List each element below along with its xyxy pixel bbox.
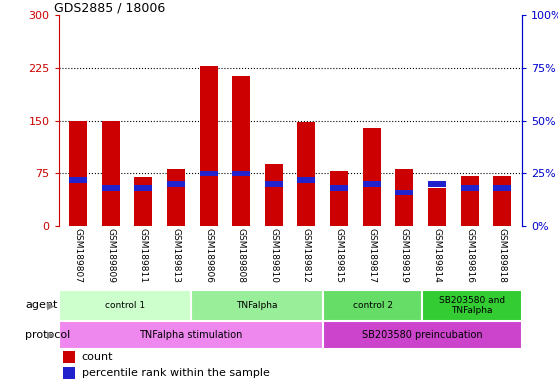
Text: protocol: protocol: [25, 330, 70, 340]
Bar: [363, 128, 381, 226]
Text: GSM189811: GSM189811: [139, 228, 148, 283]
Text: control 1: control 1: [105, 301, 145, 310]
Text: GSM189813: GSM189813: [171, 228, 180, 283]
Bar: [59, 321, 323, 349]
Text: percentile rank within the sample: percentile rank within the sample: [81, 367, 270, 377]
Text: GSM189808: GSM189808: [237, 228, 246, 283]
Bar: [396, 169, 413, 226]
Bar: [265, 181, 283, 187]
Bar: [232, 170, 250, 176]
Bar: [69, 177, 87, 183]
Bar: [59, 290, 191, 321]
Bar: [460, 185, 479, 191]
Bar: [428, 187, 446, 226]
Text: control 2: control 2: [353, 301, 393, 310]
Bar: [396, 190, 413, 195]
Text: ▶: ▶: [46, 330, 54, 340]
Text: GSM189807: GSM189807: [74, 228, 83, 283]
Bar: [134, 185, 152, 191]
Text: GSM189819: GSM189819: [400, 228, 409, 283]
Text: count: count: [81, 352, 113, 362]
Bar: [428, 181, 446, 187]
Bar: [330, 185, 348, 191]
Bar: [363, 181, 381, 187]
Text: SB203580 and
TNFalpha: SB203580 and TNFalpha: [439, 296, 505, 315]
Bar: [63, 351, 75, 363]
Bar: [200, 66, 218, 226]
Bar: [323, 290, 422, 321]
Bar: [297, 177, 315, 183]
Bar: [330, 171, 348, 226]
Text: GSM189815: GSM189815: [335, 228, 344, 283]
Text: TNFalpha stimulation: TNFalpha stimulation: [140, 330, 243, 340]
Text: ▶: ▶: [46, 300, 54, 310]
Text: GSM189814: GSM189814: [432, 228, 441, 283]
Bar: [297, 122, 315, 226]
Bar: [493, 175, 511, 226]
Text: GSM189812: GSM189812: [302, 228, 311, 283]
Text: agent: agent: [25, 300, 57, 310]
Bar: [422, 290, 522, 321]
Text: TNFalpha: TNFalpha: [237, 301, 278, 310]
Bar: [63, 367, 75, 379]
Bar: [102, 185, 120, 191]
Bar: [232, 76, 250, 226]
Bar: [134, 177, 152, 226]
Text: SB203580 preincubation: SB203580 preincubation: [362, 330, 483, 340]
Text: GSM189817: GSM189817: [367, 228, 376, 283]
Text: GSM189816: GSM189816: [465, 228, 474, 283]
Bar: [200, 170, 218, 176]
Bar: [102, 121, 120, 226]
Bar: [265, 164, 283, 226]
Bar: [460, 175, 479, 226]
Text: GSM189809: GSM189809: [106, 228, 116, 283]
Bar: [191, 290, 323, 321]
Bar: [167, 181, 185, 187]
Bar: [493, 185, 511, 191]
Text: GSM189810: GSM189810: [270, 228, 278, 283]
Text: GSM189806: GSM189806: [204, 228, 213, 283]
Bar: [323, 321, 522, 349]
Text: GDS2885 / 18006: GDS2885 / 18006: [54, 1, 165, 14]
Bar: [69, 121, 87, 226]
Bar: [167, 169, 185, 226]
Text: GSM189818: GSM189818: [498, 228, 507, 283]
